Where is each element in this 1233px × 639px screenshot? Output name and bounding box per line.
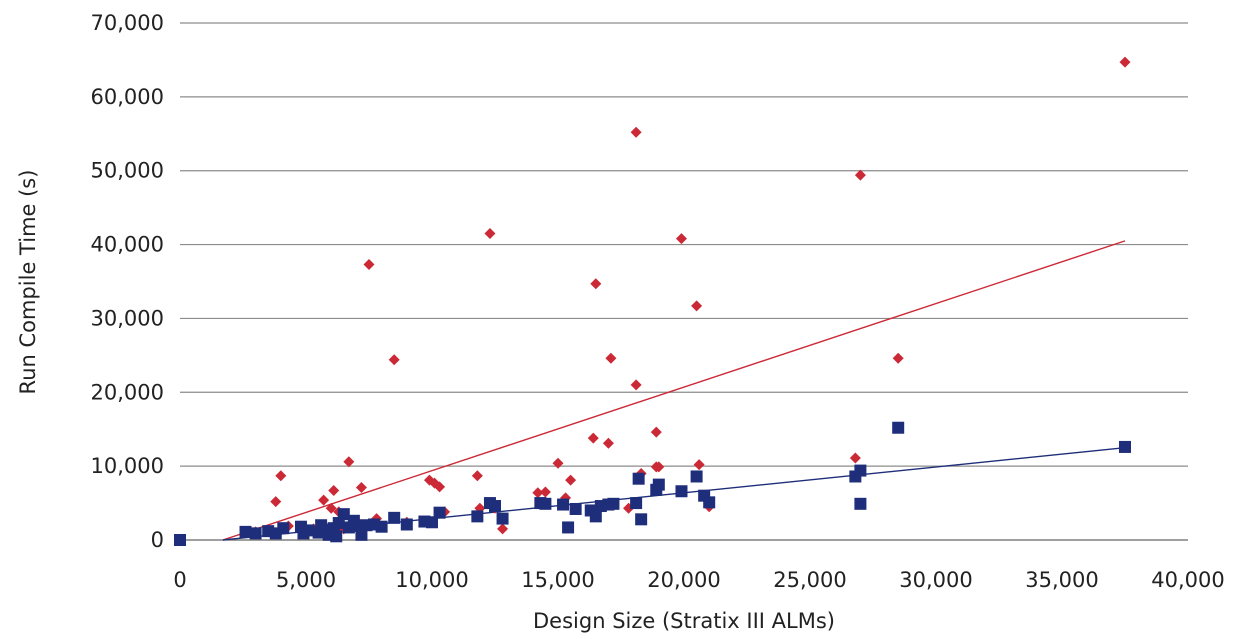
x-tick-label: 35,000 <box>1025 568 1098 592</box>
diamond-point <box>539 486 551 498</box>
y-tick-label: 60,000 <box>91 85 164 109</box>
x-tick-label: 5,000 <box>276 568 336 592</box>
y-tick-label: 30,000 <box>91 306 164 330</box>
x-tick-label: 0 <box>173 568 186 592</box>
square-point <box>557 498 570 511</box>
square-point <box>388 511 401 524</box>
data-points <box>174 56 1131 546</box>
gridlines <box>180 22 1188 541</box>
diamond-point <box>343 456 355 468</box>
square-point <box>690 470 703 483</box>
square-point <box>1119 440 1131 453</box>
square-point <box>471 510 484 523</box>
square-point <box>630 497 643 510</box>
square-point <box>426 516 438 529</box>
diamond-point <box>474 502 486 514</box>
square-point <box>174 534 186 546</box>
x-axis-ticks: 0 5,000 10,000 15,000 20,000 25,000 30,000 35,0… <box>173 568 1224 592</box>
diamond-point <box>630 126 642 138</box>
diamond-point <box>355 482 367 494</box>
diamond-point <box>602 437 614 449</box>
diamond-point <box>630 379 642 391</box>
square-point <box>632 472 645 485</box>
square-point <box>539 497 552 510</box>
x-tick-label: 40,000 <box>1151 568 1224 592</box>
y-tick-label: 20,000 <box>91 380 164 404</box>
square-point <box>302 524 315 537</box>
diamond-point <box>325 502 337 514</box>
diamond-point <box>270 496 282 508</box>
diamond-point <box>693 459 705 471</box>
square-point <box>496 512 509 525</box>
square-point <box>854 497 867 510</box>
square-point <box>489 500 501 513</box>
trend-lines <box>222 240 1126 541</box>
diamond-point <box>434 481 446 493</box>
diamond-point <box>471 470 483 482</box>
x-axis-title: Design Size (Stratix III ALMs) <box>533 609 835 633</box>
square-point <box>892 421 905 434</box>
y-axis-ticks: 0 10,000 20,000 30,000 40,000 50,000 60,000 70,… <box>91 11 164 552</box>
diamond-point <box>552 457 564 469</box>
square-point <box>652 478 665 491</box>
diamond-point <box>587 432 599 444</box>
square-point <box>400 518 413 531</box>
y-tick-label: 40,000 <box>91 233 164 257</box>
diamond-point <box>484 227 496 239</box>
diamond-point <box>532 487 544 499</box>
square-point <box>337 508 350 521</box>
diamond-point <box>691 300 703 312</box>
diamond-point <box>590 278 602 290</box>
trend-line-1 <box>222 240 1126 541</box>
square-point <box>375 520 388 533</box>
square-point <box>675 485 688 498</box>
square-point <box>355 528 368 541</box>
square-point <box>569 502 582 515</box>
y-tick-label: 0 <box>151 528 164 552</box>
x-tick-label: 15,000 <box>521 568 594 592</box>
x-tick-label: 30,000 <box>899 568 972 592</box>
diamond-point <box>363 259 375 271</box>
diamond-point <box>497 523 509 535</box>
diamond-point <box>388 354 400 366</box>
diamond-point <box>892 352 904 364</box>
diamond-point <box>854 169 866 181</box>
diamond-point <box>675 233 687 245</box>
square-point <box>433 506 446 519</box>
x-tick-label: 20,000 <box>647 568 720 592</box>
diamond-point <box>328 485 340 497</box>
square-point <box>239 525 252 538</box>
y-axis-title: Run Compile Time (s) <box>16 170 40 395</box>
square-point <box>703 496 716 509</box>
diamond-point <box>653 461 665 473</box>
diamond-point <box>605 352 617 364</box>
diamond-point <box>275 470 287 482</box>
x-tick-label: 10,000 <box>395 568 468 592</box>
square-point <box>249 527 262 540</box>
diamond-point <box>650 426 662 438</box>
y-tick-label: 10,000 <box>91 454 164 478</box>
square-point <box>330 530 343 543</box>
y-tick-label: 70,000 <box>91 11 164 35</box>
square-point <box>635 513 648 526</box>
square-point <box>589 510 602 523</box>
diamond-point <box>565 474 577 486</box>
square-point <box>562 521 575 534</box>
y-tick-label: 50,000 <box>91 159 164 183</box>
diamond-point <box>849 452 861 464</box>
square-point <box>854 464 867 477</box>
diamond-point <box>1119 56 1131 68</box>
x-tick-label: 25,000 <box>773 568 846 592</box>
square-point <box>277 522 290 535</box>
diamond-point <box>318 494 330 506</box>
square-point <box>607 497 620 510</box>
